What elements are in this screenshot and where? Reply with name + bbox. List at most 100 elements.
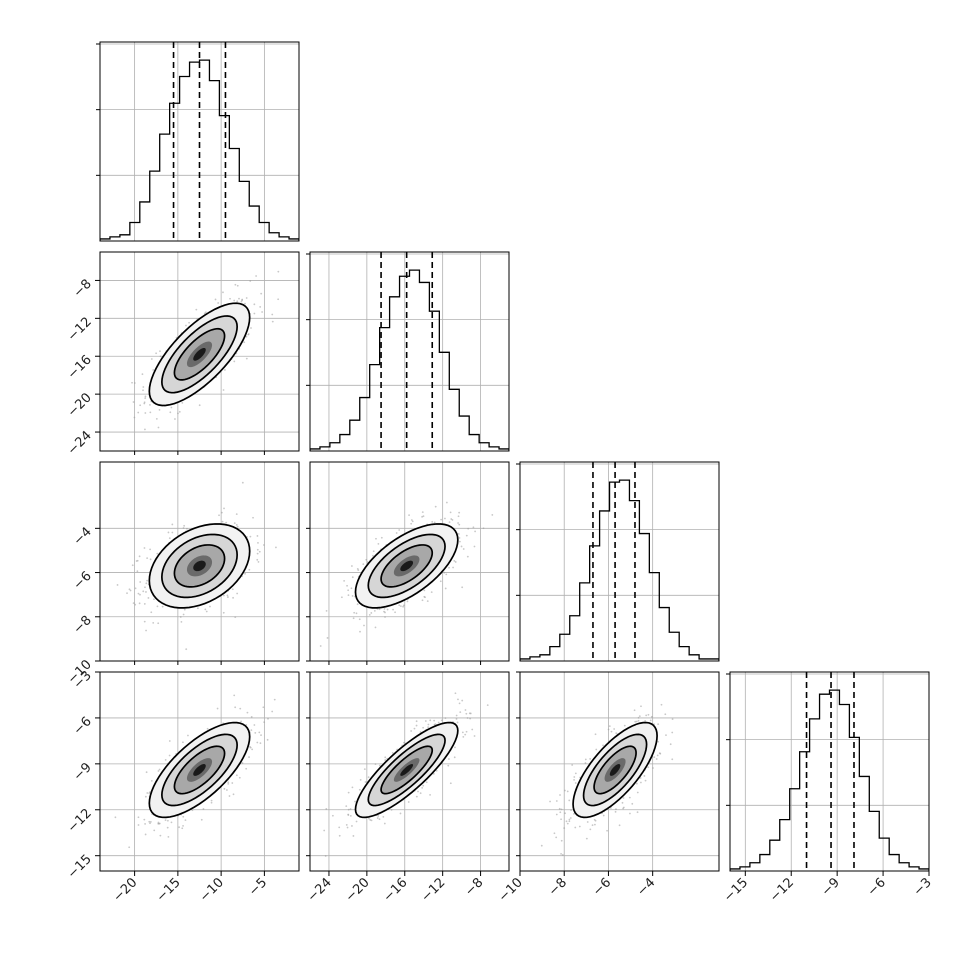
scatter-point (568, 799, 571, 802)
scatter-point (462, 736, 465, 738)
scatter-point (671, 718, 674, 721)
scatter-point (233, 522, 236, 525)
scatter-point (249, 280, 252, 282)
scatter-point (424, 720, 427, 722)
scatter-point (355, 612, 358, 615)
scatter-point (183, 524, 186, 527)
scatter-point (391, 752, 394, 754)
panel-frame (309, 251, 510, 452)
scatter-point (356, 603, 359, 606)
scatter-point (433, 521, 436, 524)
scatter-point (415, 724, 418, 727)
x-tick-label: −20 (110, 875, 140, 905)
scatter-point (457, 515, 460, 518)
scatter-point (250, 327, 252, 329)
scatter-point (574, 772, 577, 775)
scatter-point (574, 782, 577, 784)
scatter-point (224, 369, 226, 371)
x-tick-label: −6 (865, 875, 889, 899)
histogram-3 (730, 689, 929, 871)
x-tick-label: −10 (197, 875, 227, 905)
scatter-point (618, 824, 621, 827)
scatter-point (226, 789, 228, 791)
scatter-point (271, 313, 274, 316)
y-tick-label: −12 (65, 806, 95, 836)
contour-line (380, 544, 434, 588)
x-tick-label: −8 (546, 875, 570, 899)
scatter-point (144, 823, 146, 825)
scatter-point (384, 756, 387, 759)
scatter-point (433, 719, 436, 722)
scatter-point (232, 596, 234, 599)
scatter-point (437, 721, 440, 724)
scatter-point (664, 713, 667, 716)
scatter-point (174, 418, 176, 420)
scatter-point (198, 404, 201, 407)
scatter-point (214, 298, 217, 301)
scatter-point (559, 811, 562, 814)
scatter-point (456, 721, 459, 724)
scatter-point (460, 545, 463, 548)
scatter-point (323, 829, 326, 832)
scatter-point (613, 728, 616, 730)
scatter-point (383, 607, 386, 610)
scatter-point (266, 738, 269, 741)
scatter-point (338, 834, 341, 837)
scatter-point (383, 822, 386, 825)
scatter-point (574, 826, 577, 829)
scatter-point (461, 586, 464, 589)
scatter-point (156, 605, 159, 608)
scatter-point (378, 608, 381, 611)
scatter-point (560, 839, 563, 842)
scatter-point (157, 770, 160, 772)
scatter-point (245, 335, 248, 338)
scatter-point (352, 835, 355, 837)
scatter-point (610, 730, 613, 733)
scatter-point (377, 815, 380, 817)
scatter-point (378, 818, 381, 821)
scatter-point (331, 814, 334, 817)
scatter-point (364, 781, 367, 783)
contour-line (173, 327, 226, 381)
scatter-point (145, 591, 147, 593)
scatter-point (621, 801, 624, 804)
scatter-point (217, 302, 220, 304)
scatter-point (152, 621, 155, 624)
scatter-point (145, 582, 148, 585)
scatter-point (402, 604, 405, 607)
scatter-point (257, 561, 260, 563)
scatter-point (566, 790, 569, 793)
scatter-point (258, 731, 261, 734)
scatter-point (157, 622, 160, 625)
scatter-point (248, 568, 251, 571)
scatter-point (465, 730, 468, 733)
scatter-point (457, 698, 459, 701)
scatter-point (644, 720, 647, 722)
scatter-point (595, 748, 598, 751)
scatter-point (473, 735, 476, 737)
scatter-point (622, 797, 625, 799)
contour-line (582, 733, 648, 807)
density-peak (193, 560, 206, 572)
scatter-point (126, 592, 128, 595)
y-tick-label: −24 (65, 428, 95, 458)
scatter-point (325, 610, 328, 612)
scatter-point (116, 584, 119, 586)
scatter-point (188, 321, 190, 324)
scatter-point (250, 716, 253, 718)
scatter-point (178, 410, 181, 413)
panel-1-0: −24 −20 −16 −12 −8 (65, 251, 300, 458)
scatter-point (350, 587, 353, 590)
scatter-point (132, 401, 135, 403)
scatter-point (129, 589, 132, 592)
scatter-point (586, 821, 589, 823)
scatter-point (138, 555, 141, 558)
x-tick-label: −3 (911, 875, 935, 899)
scatter-point (635, 720, 638, 723)
scatter-point (449, 511, 452, 514)
scatter-point (195, 308, 198, 311)
contour-line (354, 721, 459, 819)
scatter-point (454, 561, 457, 563)
scatter-point (359, 630, 361, 633)
scatter-point (434, 505, 437, 508)
